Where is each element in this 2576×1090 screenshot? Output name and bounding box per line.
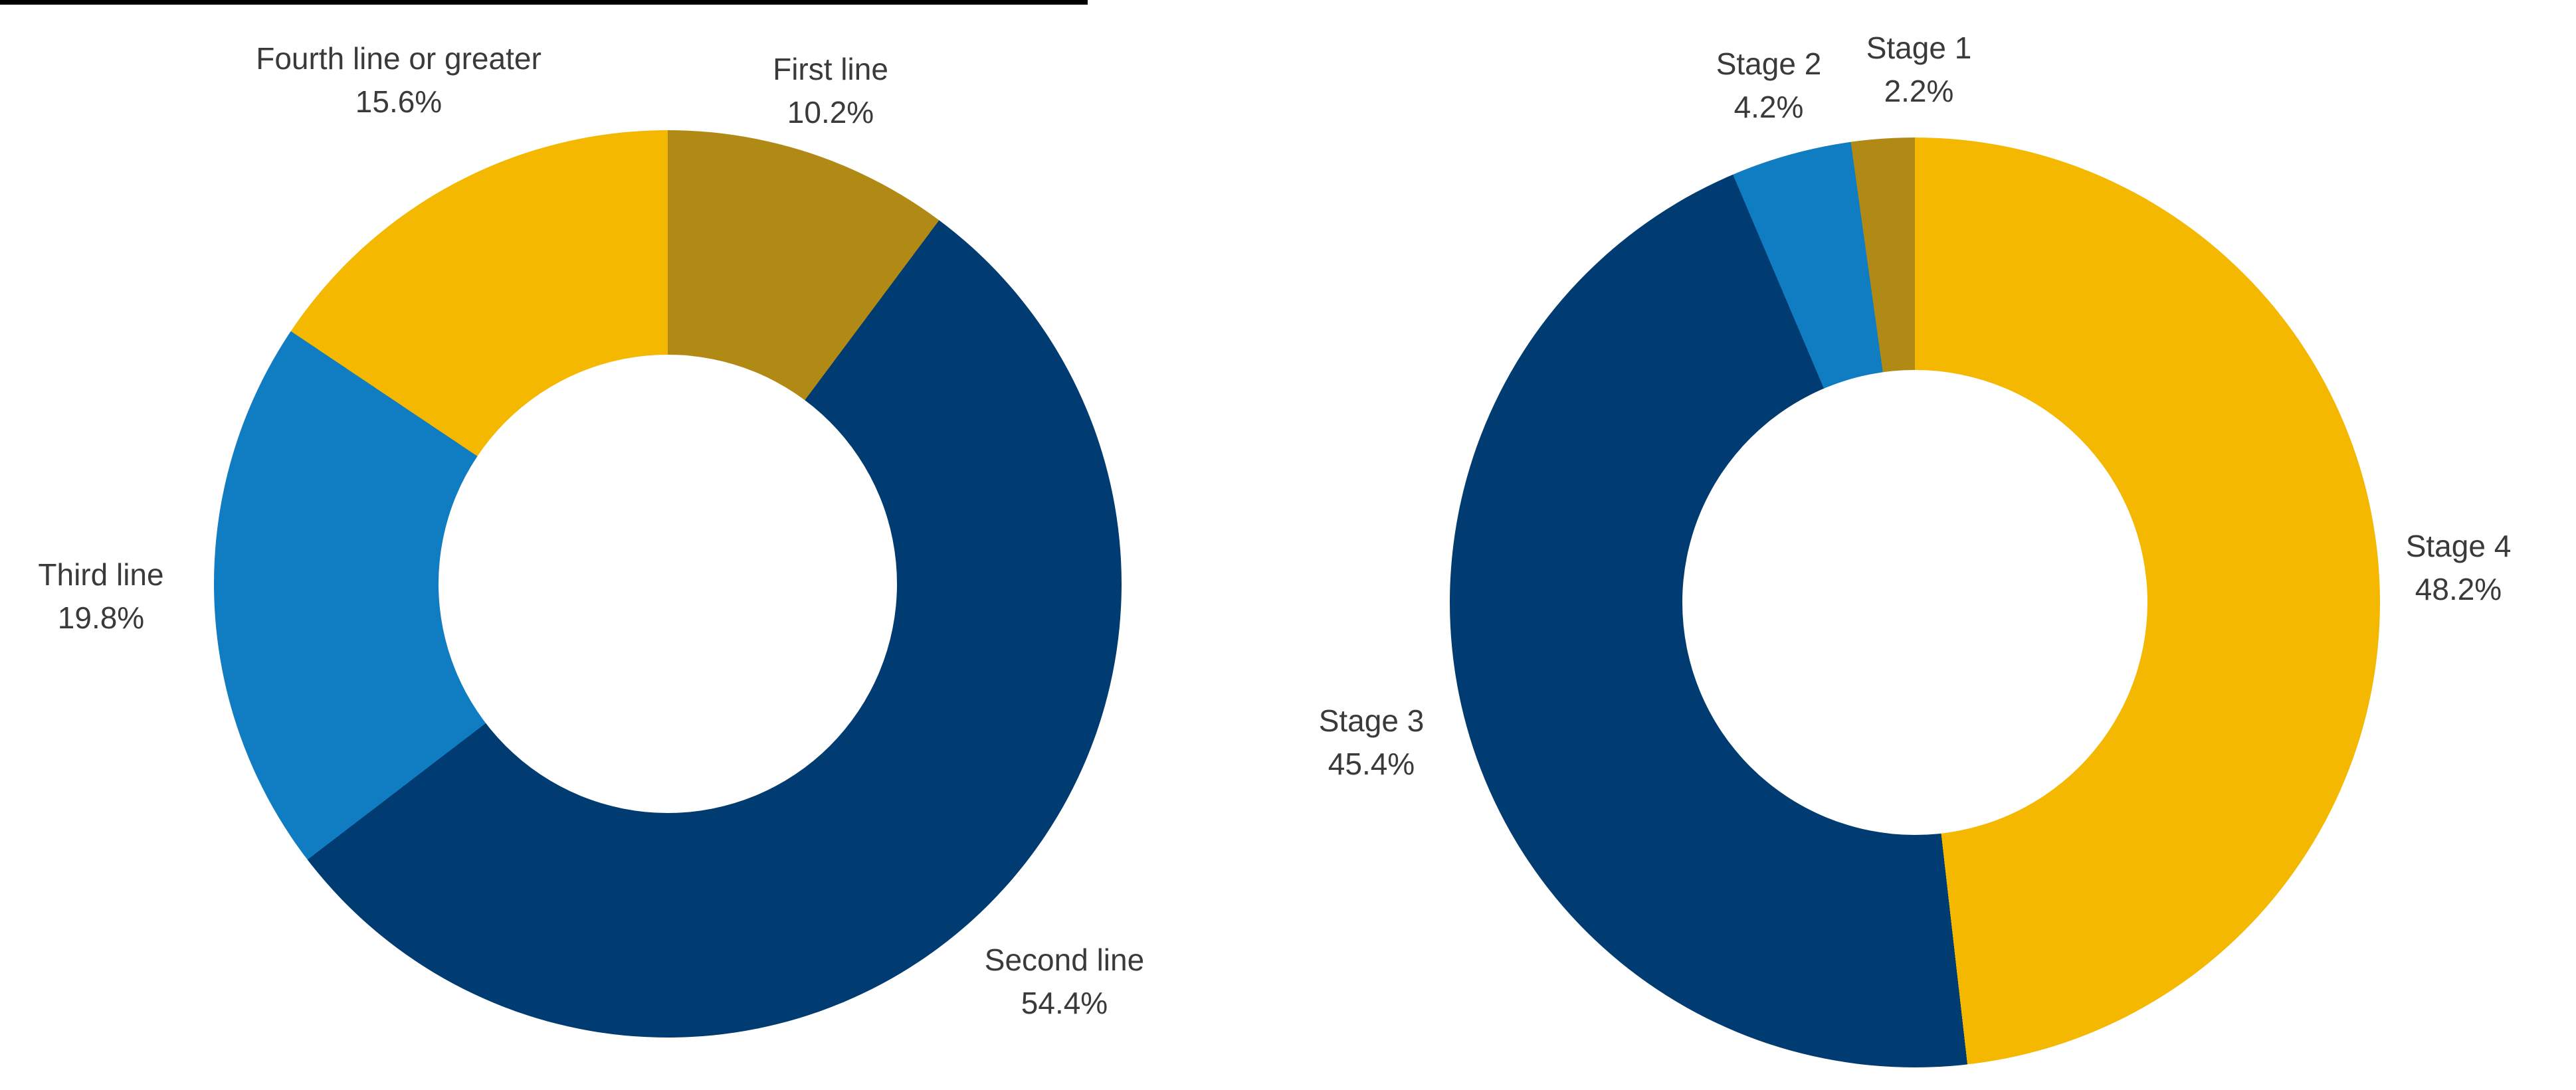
- top-border-line: [0, 0, 1088, 5]
- slice-label-stage-4: Stage 4 48.2%: [2406, 525, 2512, 612]
- slice-label-name: Stage 4: [2405, 529, 2512, 563]
- slice-label-value: 2.2%: [1884, 74, 1954, 109]
- slice-label-value: 19.8%: [57, 600, 145, 636]
- slice-label-name: Fourth line or greater: [256, 41, 542, 76]
- slice-label-name: Stage 2: [1716, 46, 1822, 81]
- donut-ring-left: [214, 130, 1122, 1038]
- slice-label-stage-2: Stage 2 4.2%: [1716, 43, 1822, 130]
- slice-label-name: Second line: [984, 943, 1145, 977]
- slice-label-name: Third line: [38, 557, 164, 592]
- slice-label-value: 45.4%: [1328, 747, 1415, 782]
- slice-label-value: 10.2%: [787, 95, 874, 130]
- slice-label-stage-1: Stage 1 2.2%: [1866, 27, 1972, 114]
- slice-label-value: 15.6%: [355, 84, 443, 120]
- slice-label-fourth-line-or-greater: Fourth line or greater 15.6%: [256, 37, 542, 124]
- slice-label-first-line: First line 10.2%: [773, 48, 888, 135]
- slice-label-name: Stage 3: [1318, 703, 1425, 738]
- slice-label-value: 4.2%: [1734, 90, 1804, 125]
- slice-label-stage-3: Stage 3 45.4%: [1319, 699, 1425, 786]
- slice-label-second-line: Second line 54.4%: [985, 939, 1144, 1026]
- slice-label-name: Stage 1: [1866, 31, 1972, 65]
- slice-label-name: First line: [773, 52, 888, 86]
- donut-ring-right: [1450, 137, 2380, 1067]
- slice-label-third-line: Third line 19.8%: [38, 553, 163, 640]
- slice-label-value: 48.2%: [2415, 572, 2502, 607]
- slice-label-value: 54.4%: [1021, 986, 1108, 1021]
